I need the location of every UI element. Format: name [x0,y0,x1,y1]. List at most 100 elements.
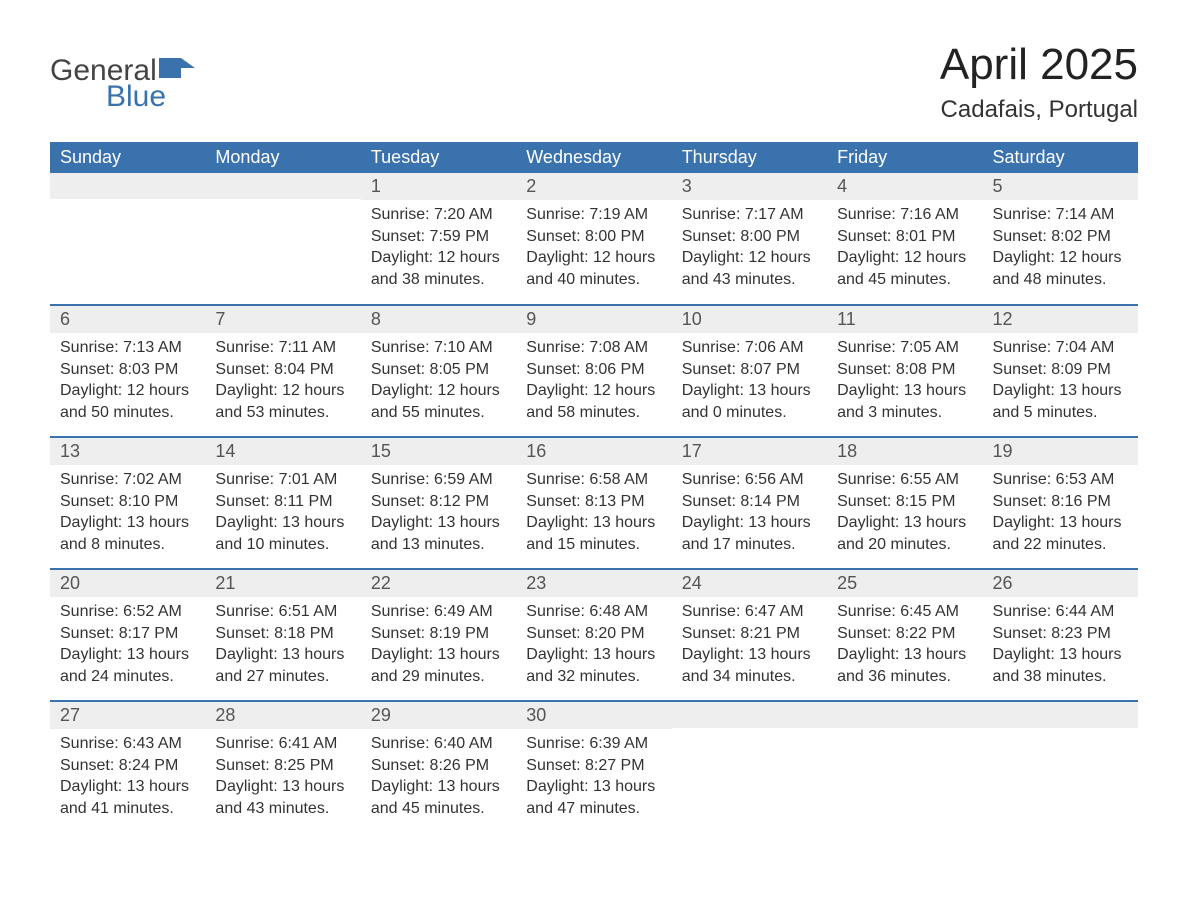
week-row: 20Sunrise: 6:52 AMSunset: 8:17 PMDayligh… [50,569,1138,701]
day-number: 6 [50,306,205,333]
day-body: Sunrise: 6:48 AMSunset: 8:20 PMDaylight:… [516,597,671,693]
title-block: April 2025 Cadafais, Portugal [940,40,1138,124]
day-cell: 6Sunrise: 7:13 AMSunset: 8:03 PMDaylight… [50,305,205,437]
day-number [50,173,205,199]
day-body [827,728,982,738]
day-cell: 12Sunrise: 7:04 AMSunset: 8:09 PMDayligh… [983,305,1138,437]
day-body: Sunrise: 6:44 AMSunset: 8:23 PMDaylight:… [983,597,1138,693]
day-number: 17 [672,438,827,465]
daylight-line: Daylight: 13 hours and 17 minutes. [682,512,817,555]
location: Cadafais, Portugal [940,96,1138,124]
sunset-line: Sunset: 8:13 PM [526,491,661,513]
sunset-line: Sunset: 8:10 PM [60,491,195,513]
day-cell: 17Sunrise: 6:56 AMSunset: 8:14 PMDayligh… [672,437,827,569]
sunset-line: Sunset: 8:20 PM [526,623,661,645]
day-body [672,728,827,738]
day-cell: 20Sunrise: 6:52 AMSunset: 8:17 PMDayligh… [50,569,205,701]
day-cell: 5Sunrise: 7:14 AMSunset: 8:02 PMDaylight… [983,173,1138,305]
day-body: Sunrise: 6:56 AMSunset: 8:14 PMDaylight:… [672,465,827,561]
day-cell: 21Sunrise: 6:51 AMSunset: 8:18 PMDayligh… [205,569,360,701]
sunset-line: Sunset: 8:22 PM [837,623,972,645]
sunset-line: Sunset: 8:14 PM [682,491,817,513]
sunrise-line: Sunrise: 7:08 AM [526,337,661,359]
daylight-line: Daylight: 13 hours and 24 minutes. [60,644,195,687]
day-body: Sunrise: 6:43 AMSunset: 8:24 PMDaylight:… [50,729,205,825]
sunrise-line: Sunrise: 7:20 AM [371,204,506,226]
day-cell: 9Sunrise: 7:08 AMSunset: 8:06 PMDaylight… [516,305,671,437]
daylight-line: Daylight: 13 hours and 36 minutes. [837,644,972,687]
day-number: 4 [827,173,982,200]
sunrise-line: Sunrise: 6:52 AM [60,601,195,623]
day-cell: 1Sunrise: 7:20 AMSunset: 7:59 PMDaylight… [361,173,516,305]
day-number: 22 [361,570,516,597]
sunrise-line: Sunrise: 7:02 AM [60,469,195,491]
daylight-line: Daylight: 13 hours and 27 minutes. [215,644,350,687]
day-number: 1 [361,173,516,200]
logo: General Blue [50,54,195,114]
day-number: 27 [50,702,205,729]
day-cell: 18Sunrise: 6:55 AMSunset: 8:15 PMDayligh… [827,437,982,569]
day-cell [205,173,360,305]
day-number: 16 [516,438,671,465]
sunset-line: Sunset: 8:01 PM [837,226,972,248]
day-body: Sunrise: 6:51 AMSunset: 8:18 PMDaylight:… [205,597,360,693]
day-body: Sunrise: 6:53 AMSunset: 8:16 PMDaylight:… [983,465,1138,561]
day-number: 20 [50,570,205,597]
sunrise-line: Sunrise: 6:48 AM [526,601,661,623]
day-number: 19 [983,438,1138,465]
day-cell: 14Sunrise: 7:01 AMSunset: 8:11 PMDayligh… [205,437,360,569]
sunrise-line: Sunrise: 7:19 AM [526,204,661,226]
day-number: 3 [672,173,827,200]
sunrise-line: Sunrise: 7:06 AM [682,337,817,359]
day-number: 7 [205,306,360,333]
day-cell: 29Sunrise: 6:40 AMSunset: 8:26 PMDayligh… [361,701,516,833]
sunset-line: Sunset: 8:09 PM [993,359,1128,381]
daylight-line: Daylight: 13 hours and 38 minutes. [993,644,1128,687]
day-cell: 24Sunrise: 6:47 AMSunset: 8:21 PMDayligh… [672,569,827,701]
daylight-line: Daylight: 13 hours and 8 minutes. [60,512,195,555]
daylight-line: Daylight: 12 hours and 58 minutes. [526,380,661,423]
calendar-table: SundayMondayTuesdayWednesdayThursdayFrid… [50,142,1138,833]
day-body: Sunrise: 7:20 AMSunset: 7:59 PMDaylight:… [361,200,516,296]
sunrise-line: Sunrise: 6:39 AM [526,733,661,755]
day-body: Sunrise: 7:10 AMSunset: 8:05 PMDaylight:… [361,333,516,429]
week-row: 13Sunrise: 7:02 AMSunset: 8:10 PMDayligh… [50,437,1138,569]
day-cell: 2Sunrise: 7:19 AMSunset: 8:00 PMDaylight… [516,173,671,305]
sunrise-line: Sunrise: 7:11 AM [215,337,350,359]
sunrise-line: Sunrise: 7:16 AM [837,204,972,226]
day-cell [672,701,827,833]
day-body: Sunrise: 7:14 AMSunset: 8:02 PMDaylight:… [983,200,1138,296]
day-number [205,173,360,199]
sunset-line: Sunset: 8:11 PM [215,491,350,513]
day-body: Sunrise: 7:17 AMSunset: 8:00 PMDaylight:… [672,200,827,296]
day-body: Sunrise: 7:05 AMSunset: 8:08 PMDaylight:… [827,333,982,429]
day-header: Monday [205,142,360,173]
daylight-line: Daylight: 13 hours and 0 minutes. [682,380,817,423]
day-body: Sunrise: 6:49 AMSunset: 8:19 PMDaylight:… [361,597,516,693]
day-header: Sunday [50,142,205,173]
daylight-line: Daylight: 13 hours and 20 minutes. [837,512,972,555]
day-number: 21 [205,570,360,597]
day-cell [983,701,1138,833]
day-cell: 16Sunrise: 6:58 AMSunset: 8:13 PMDayligh… [516,437,671,569]
week-row: 1Sunrise: 7:20 AMSunset: 7:59 PMDaylight… [50,173,1138,305]
day-number: 10 [672,306,827,333]
daylight-line: Daylight: 13 hours and 34 minutes. [682,644,817,687]
day-cell: 30Sunrise: 6:39 AMSunset: 8:27 PMDayligh… [516,701,671,833]
daylight-line: Daylight: 13 hours and 13 minutes. [371,512,506,555]
sunrise-line: Sunrise: 6:56 AM [682,469,817,491]
sunset-line: Sunset: 8:00 PM [682,226,817,248]
day-body: Sunrise: 6:40 AMSunset: 8:26 PMDaylight:… [361,729,516,825]
daylight-line: Daylight: 13 hours and 5 minutes. [993,380,1128,423]
sunrise-line: Sunrise: 6:55 AM [837,469,972,491]
day-header: Wednesday [516,142,671,173]
sunrise-line: Sunrise: 7:17 AM [682,204,817,226]
sunrise-line: Sunrise: 6:47 AM [682,601,817,623]
day-cell [50,173,205,305]
day-body: Sunrise: 6:41 AMSunset: 8:25 PMDaylight:… [205,729,360,825]
day-header: Tuesday [361,142,516,173]
daylight-line: Daylight: 13 hours and 10 minutes. [215,512,350,555]
daylight-line: Daylight: 13 hours and 15 minutes. [526,512,661,555]
day-number: 29 [361,702,516,729]
day-header: Thursday [672,142,827,173]
